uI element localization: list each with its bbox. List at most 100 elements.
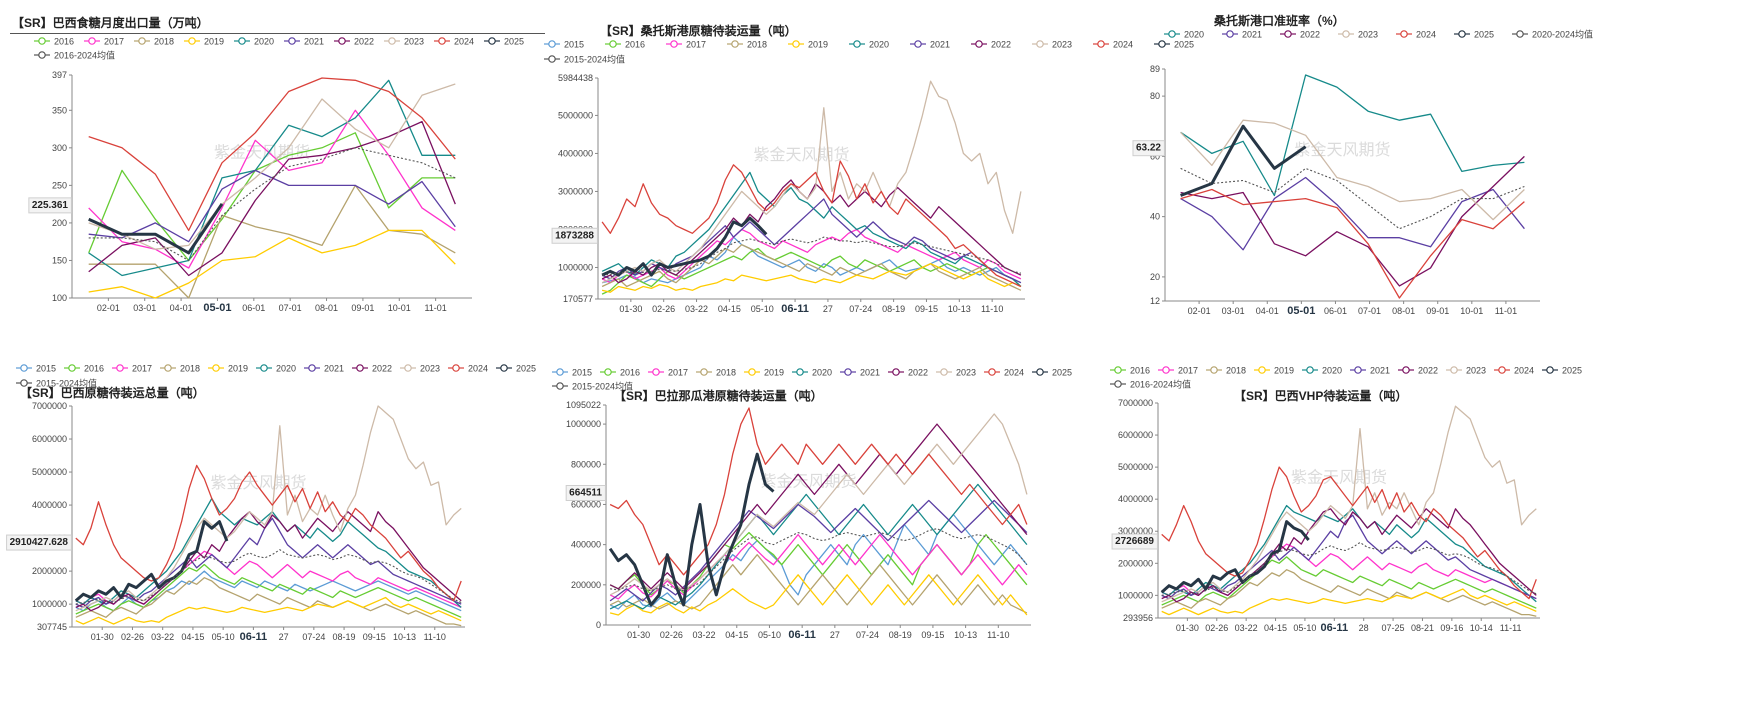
chart-svg: 2016 2017 2018 2019 2020 2021 2022 2023 2024 2025… <box>1110 366 1582 634</box>
legend-label: 2015 <box>572 368 592 378</box>
x-tick-label: 11-01 <box>1495 306 1517 316</box>
series-line-2025 <box>601 216 768 277</box>
latest-value-box <box>6 534 72 551</box>
chart-svg: 2015 2016 2017 2018 2019 2020 2021 2022 2023 2024… <box>6 364 536 643</box>
legend-marker <box>164 364 172 372</box>
series-line-2022 <box>88 120 456 277</box>
y-tick-label: 5000000 <box>32 467 67 477</box>
legend-label: 2025 <box>516 364 536 374</box>
legend-marker <box>1114 366 1122 374</box>
series-line-2019 <box>88 229 456 299</box>
latest-value-label: 1873288 <box>555 230 594 241</box>
chart-panel-5: 【SR】巴拉那瓜港原糖待装运量（吨） 2015 2016 2017 2018 2019 2… <box>552 368 1160 719</box>
legend-marker <box>212 364 220 372</box>
y-tick-label: 4000000 <box>558 148 593 158</box>
legend-marker <box>748 368 756 376</box>
legend-marker <box>940 368 948 376</box>
y-tick-label: 1000000 <box>558 262 593 272</box>
x-tick-label: 01-30 <box>627 630 650 640</box>
x-tick-label: 03-22 <box>693 630 716 640</box>
x-tick-label: 06-01 <box>1324 306 1347 316</box>
legend-label: 2019 <box>204 37 224 47</box>
y-tick-label: 293956 <box>1123 613 1153 623</box>
x-tick-label: 07-01 <box>279 303 302 313</box>
watermark: 紫金天风期货 <box>1294 141 1390 159</box>
series-line-2021 <box>1180 176 1525 251</box>
series-line-2018 <box>601 244 1022 291</box>
legend-marker <box>338 37 346 45</box>
legend-marker <box>1226 30 1234 38</box>
legend-marker <box>1036 368 1044 376</box>
series-line-2017 <box>601 228 1022 284</box>
title-underline <box>10 33 545 34</box>
legend-label: 2024 <box>454 37 474 47</box>
legend-label: 2018 <box>1226 366 1246 376</box>
legend-label: 2015-2024均值 <box>36 378 97 389</box>
legend-label: 2024 <box>1514 366 1534 376</box>
legend-label: 2016-2024均值 <box>54 50 115 61</box>
series-line-2016-2024均值 <box>88 147 456 262</box>
series-line-2019 <box>75 596 462 625</box>
x-tick-label: 06-01 <box>242 303 265 313</box>
x-tick-label: 02-01 <box>1188 306 1211 316</box>
y-tick-label: 600000 <box>571 499 601 509</box>
y-tick-label: 800000 <box>571 459 601 469</box>
y-tick-label: 2000000 <box>32 566 67 576</box>
legend-label: 2025 <box>1562 366 1582 376</box>
x-tick-label: 06-11 <box>788 629 816 641</box>
series-line-2017 <box>609 533 1028 600</box>
legend-marker <box>548 55 556 63</box>
series-line-2020-2024均值 <box>1180 167 1525 230</box>
legend-label: 2022 <box>908 368 928 378</box>
series-line-2020 <box>1180 74 1525 197</box>
x-tick-label: 08-19 <box>889 630 912 640</box>
legend-marker <box>975 40 983 48</box>
chart-title: 【SR】巴西原糖待装运总量（吨） <box>20 386 205 400</box>
legend: 2016 2017 2018 2019 2020 2021 2022 2023 2024 2025… <box>34 37 524 61</box>
legend-marker <box>1516 30 1524 38</box>
legend-marker <box>1114 380 1122 388</box>
legend-marker <box>260 364 268 372</box>
chart-svg: 2016 2017 2018 2019 2020 2021 2022 2023 2024 2025… <box>28 37 524 314</box>
legend-marker <box>604 368 612 376</box>
x-tick-label: 08-21 <box>1411 623 1434 633</box>
y-tick-label: 6000000 <box>1118 430 1153 440</box>
legend-label: 2023 <box>956 368 976 378</box>
x-tick-label: 11-01 <box>424 303 446 313</box>
legend-label: 2025 <box>1474 30 1494 40</box>
x-tick-label: 01-30 <box>91 632 114 642</box>
legend-marker <box>1306 366 1314 374</box>
chart-panel-2: 【SR】桑托斯港原糖待装运量（吨） 2015 2016 2017 2018 2019 20… <box>544 0 1194 345</box>
y-tick-label: 89 <box>1150 64 1160 74</box>
legend-marker <box>731 40 739 48</box>
latest-value-label: 2726689 <box>1115 536 1154 547</box>
legend-label: 2017 <box>132 364 152 374</box>
x-tick-label: 10-01 <box>388 303 411 313</box>
legend-label: 2021 <box>324 364 344 374</box>
legend-label: 2025 <box>1052 368 1072 378</box>
x-tick-label: 27 <box>279 632 289 642</box>
x-tick-label: 05-10 <box>1293 623 1316 633</box>
series-line-2020 <box>601 171 1022 287</box>
series-line-2019 <box>1161 588 1537 616</box>
legend-marker <box>1402 366 1410 374</box>
y-tick-label: 397 <box>52 70 67 80</box>
x-tick-label: 10-13 <box>954 630 977 640</box>
y-tick-label: 7000000 <box>1118 398 1153 408</box>
legend-marker <box>914 40 922 48</box>
legend-marker <box>670 40 678 48</box>
y-tick-label: 307745 <box>37 622 67 632</box>
y-tick-label: 400000 <box>571 540 601 550</box>
series-line-2016 <box>75 563 462 618</box>
x-tick-label: 06-11 <box>781 303 809 315</box>
legend-marker <box>844 368 852 376</box>
legend-label: 2018 <box>154 37 174 47</box>
x-tick-label: 28 <box>1359 623 1369 633</box>
legend-marker <box>388 37 396 45</box>
legend-label: 2023 <box>1358 30 1378 40</box>
y-tick-label: 40 <box>1150 212 1160 222</box>
legend-marker <box>88 37 96 45</box>
latest-value-box <box>551 227 598 244</box>
legend-label: 2021 <box>930 40 950 50</box>
chart-title: 【SR】巴拉那瓜港原糖待装运量（吨） <box>614 389 823 403</box>
